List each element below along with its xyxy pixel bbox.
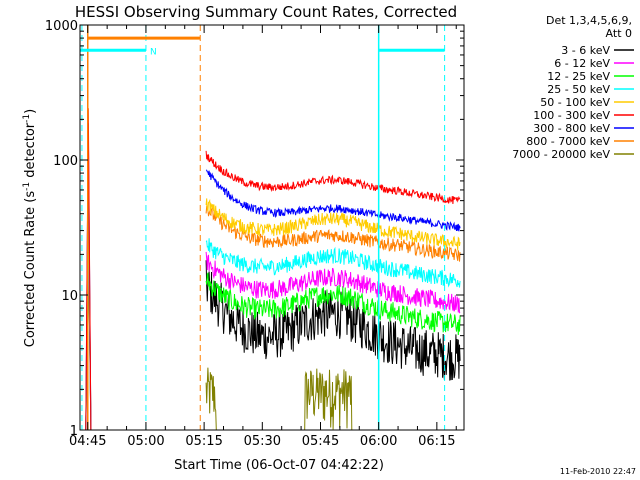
- legend-header-line2: Att 0: [606, 27, 632, 40]
- x-tick-label: 05:45: [302, 434, 339, 449]
- flag-bar-label: N: [150, 47, 157, 57]
- y-axis-ticks: 1 10 100 1000: [45, 19, 464, 439]
- plot-frame: [79, 24, 465, 431]
- chart-title: HESSI Observing Summary Count Rates, Cor…: [75, 3, 457, 21]
- x-axis-ticks: 04:45 05:00 05:15 05:30 05:45 06:00 06:15: [69, 25, 457, 449]
- legend-label: 100 - 300 keV: [533, 109, 610, 122]
- legend-label: 800 - 7000 keV: [526, 135, 610, 148]
- legend-label: 25 - 50 keV: [547, 83, 610, 96]
- y-tick-label: 10: [61, 289, 78, 304]
- legend-label: 50 - 100 keV: [540, 96, 610, 109]
- legend-label: 12 - 25 keV: [547, 70, 610, 83]
- series-layer: [85, 108, 461, 431]
- y-axis-label: Corrected Count Rate (s-1 detector-1): [22, 109, 38, 347]
- timestamp: 11-Feb-2010 22:47: [560, 467, 636, 476]
- legend-header-line1: Det 1,3,4,5,6,9,: [546, 14, 632, 27]
- series-line: [85, 123, 461, 431]
- series-line: [205, 367, 461, 431]
- x-tick-label: 04:45: [69, 434, 106, 449]
- y-tick-label: 100: [53, 154, 78, 169]
- x-tick-label: 05:30: [244, 434, 281, 449]
- x-axis-label: Start Time (06-Oct-07 04:42:22): [174, 458, 384, 473]
- event-lines: N: [80, 25, 446, 430]
- legend-label: 7000 - 20000 keV: [512, 148, 610, 161]
- legend-label: 300 - 800 keV: [533, 122, 610, 135]
- x-tick-label: 05:00: [127, 434, 164, 449]
- y-tick-label: 1: [70, 424, 78, 439]
- y-tick-label: 1000: [45, 19, 78, 34]
- x-tick-label: 06:15: [418, 434, 455, 449]
- legend-label: 3 - 6 keV: [561, 44, 610, 57]
- x-tick-label: 06:00: [360, 434, 397, 449]
- legend-label: 6 - 12 keV: [554, 57, 610, 70]
- x-tick-label: 05:15: [185, 434, 222, 449]
